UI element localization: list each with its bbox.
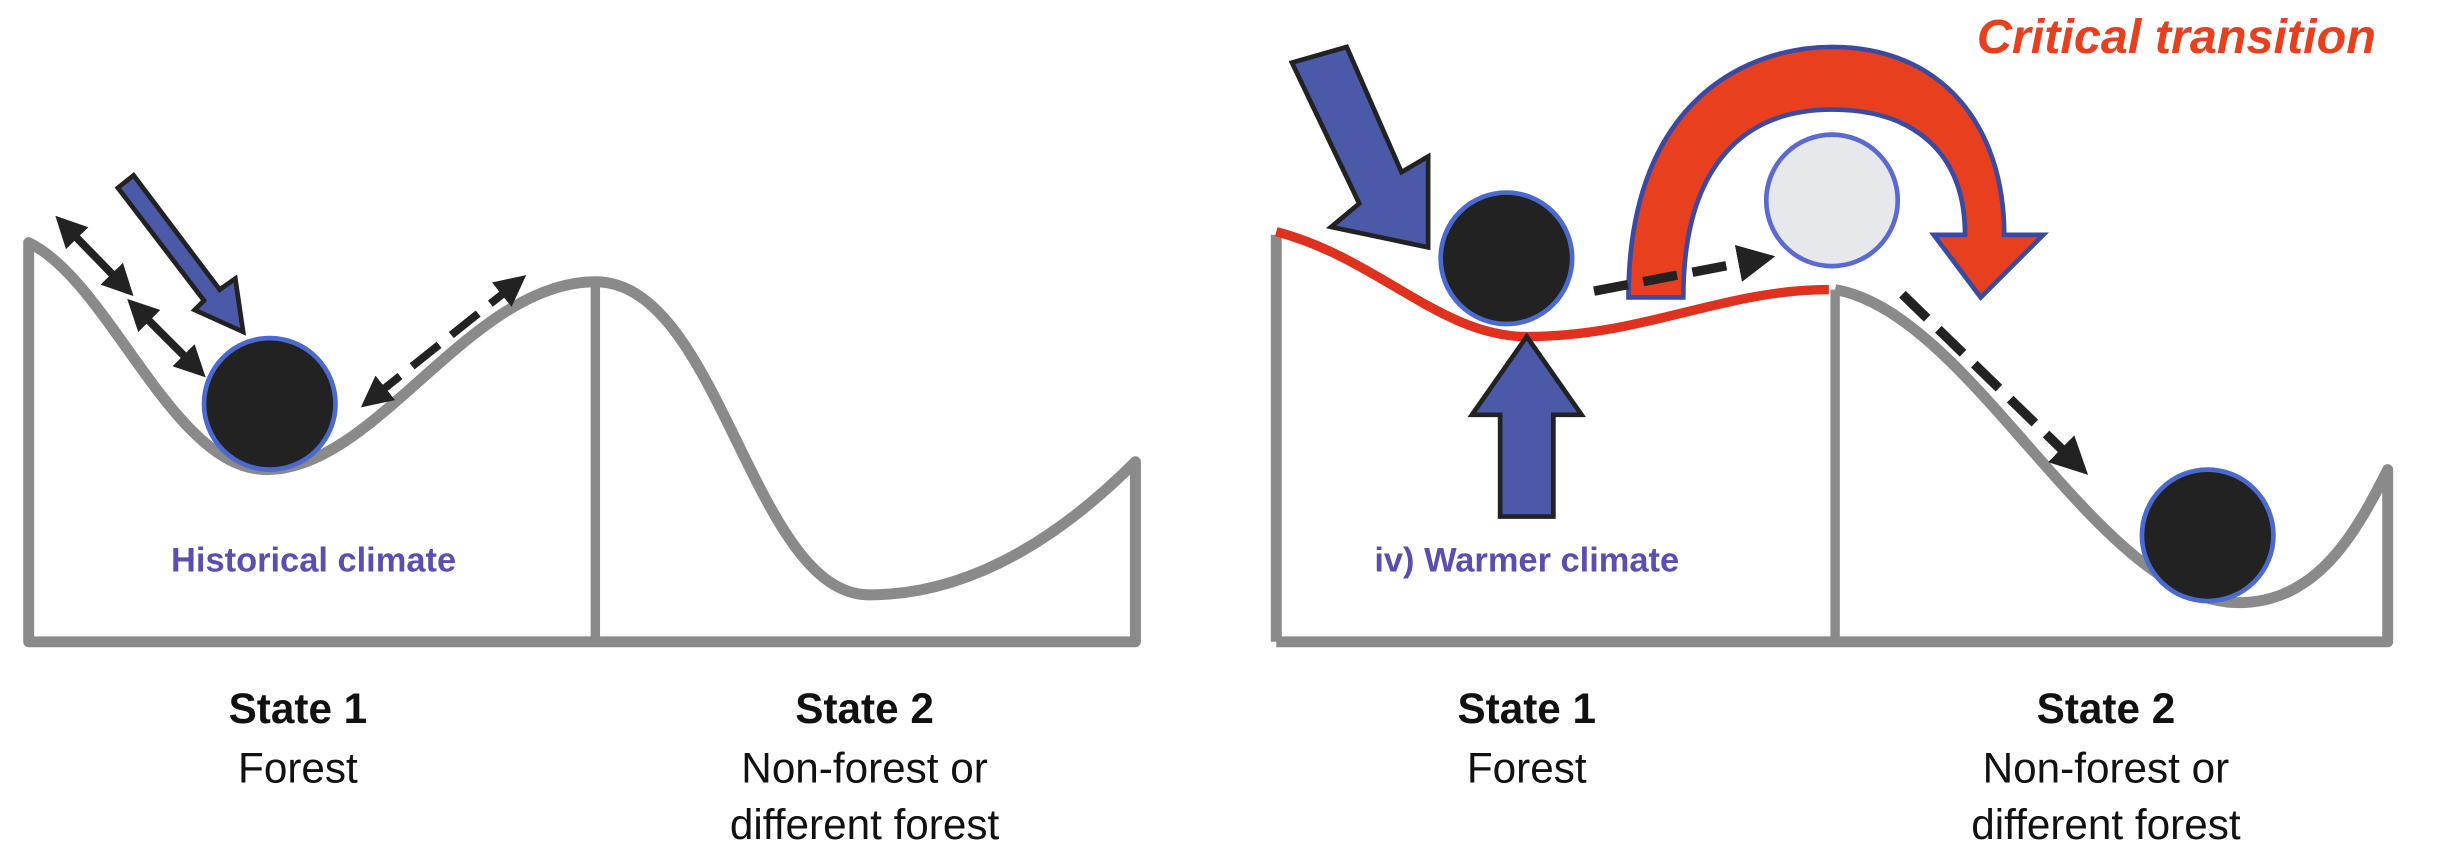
double-arrow <box>360 275 527 408</box>
state-name: State 1 <box>229 685 368 732</box>
push-arrow <box>1288 44 1431 251</box>
title: Critical transition <box>1977 10 2376 64</box>
panel-left: Historical climate State 1 Forest State … <box>23 171 1141 848</box>
double-arrow <box>127 298 206 378</box>
state-description: Non-forest or <box>1983 745 2230 792</box>
state-name: State 2 <box>2037 685 2176 732</box>
state-description: Forest <box>238 745 358 792</box>
state-description: different forest <box>1971 801 2241 848</box>
ball-ghost <box>1763 132 1901 269</box>
state-description: Forest <box>1467 745 1587 792</box>
state-name: State 2 <box>795 685 934 732</box>
panel-right: Critical transition iv) Warmer climate S… <box>1270 10 2394 848</box>
climate-label: iv) Warmer climate <box>1374 541 1679 579</box>
dashed-arrow <box>1899 290 2089 475</box>
state-name: State 1 <box>1457 685 1596 732</box>
dashed-arrow <box>1593 244 1776 296</box>
state-description: different forest <box>730 801 1000 848</box>
ball <box>1438 190 1575 327</box>
state-description: Non-forest or <box>741 745 988 792</box>
ball <box>201 335 338 472</box>
ball <box>2139 467 2276 604</box>
climate-label: Historical climate <box>171 541 456 579</box>
support-arrow <box>1467 332 1587 519</box>
transition-arrow <box>1626 44 2049 301</box>
push-arrow <box>114 171 247 336</box>
double-arrow <box>55 215 134 297</box>
